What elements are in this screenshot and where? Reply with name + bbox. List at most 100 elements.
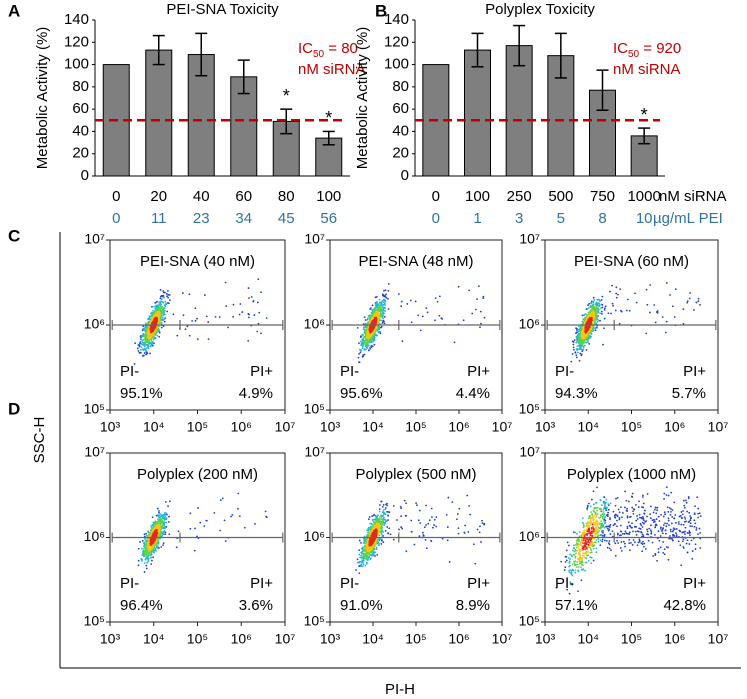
event-dot <box>167 293 170 296</box>
event-dot <box>386 504 389 507</box>
event-dot <box>600 299 603 301</box>
event-dot <box>140 343 143 345</box>
event-dot <box>626 525 629 528</box>
event-dot <box>138 344 141 347</box>
event-dot <box>451 501 454 504</box>
event-dot <box>218 316 221 318</box>
y-tick-label: 10⁵ <box>304 613 325 629</box>
event-dot <box>162 290 165 292</box>
event-dot <box>385 510 388 513</box>
event-dot <box>213 512 216 514</box>
event-dot <box>446 526 449 528</box>
event-dot <box>601 312 603 315</box>
y-tick-label: 10⁷ <box>304 231 325 247</box>
event-dot <box>367 529 370 532</box>
event-dot <box>140 338 142 340</box>
x-tick-label: 10⁶ <box>448 631 469 647</box>
event-dot <box>149 352 151 355</box>
event-dot <box>596 320 599 323</box>
event-dot <box>221 497 224 500</box>
event-dot <box>168 515 170 518</box>
event-dot <box>247 340 250 342</box>
significance-marker: * <box>325 108 332 128</box>
event-dot <box>371 525 374 528</box>
event-dot <box>144 338 147 341</box>
event-dot <box>638 527 641 530</box>
event-dot <box>581 314 584 317</box>
event-dot <box>164 515 167 518</box>
event-dot <box>435 525 438 528</box>
event-dot <box>606 527 609 530</box>
x-tick-label: 10⁵ <box>405 631 426 647</box>
event-dot <box>418 535 421 538</box>
event-dot <box>252 300 255 303</box>
event-dot <box>370 557 372 560</box>
y-tick-label: 10⁷ <box>84 231 105 247</box>
event-dot <box>359 340 362 343</box>
event-dot <box>367 314 370 317</box>
event-dot <box>379 504 381 506</box>
event-dot <box>383 524 385 527</box>
event-dot <box>191 320 194 322</box>
event-dot <box>392 538 395 541</box>
x-tick-label: 10⁴ <box>577 631 599 647</box>
event-dot <box>366 529 369 532</box>
event-dot <box>367 541 370 544</box>
event-dot <box>364 348 366 351</box>
event-dot <box>358 353 361 355</box>
event-dot <box>146 561 149 564</box>
event-dot <box>611 284 613 287</box>
event-dot <box>688 532 690 534</box>
event-dot <box>156 300 158 303</box>
event-dot <box>646 528 648 531</box>
event-dot <box>381 322 384 324</box>
event-dot <box>686 510 688 513</box>
event-dot <box>665 486 668 489</box>
density-cloud <box>137 492 268 573</box>
event-dot <box>230 515 232 518</box>
event-dot <box>644 548 647 550</box>
y-tick-label: 60 <box>72 100 89 117</box>
event-dot <box>672 539 674 542</box>
event-dot <box>224 540 227 543</box>
event-dot <box>479 326 481 329</box>
event-dot <box>205 315 208 318</box>
y-tick-label: 10⁷ <box>519 444 540 460</box>
event-dot <box>601 534 604 537</box>
event-dot <box>673 316 676 318</box>
ic50-unit: nM siRNA <box>298 61 366 78</box>
event-dot <box>624 542 626 545</box>
event-dot <box>668 507 671 509</box>
event-dot <box>362 559 365 562</box>
event-dot <box>430 507 433 510</box>
event-dot <box>383 295 386 298</box>
event-dot <box>371 345 374 348</box>
event-dot <box>649 517 652 520</box>
event-dot <box>382 541 385 544</box>
event-dot <box>239 303 242 305</box>
event-dot <box>168 533 171 536</box>
event-dot <box>693 309 695 311</box>
event-dot <box>164 309 166 312</box>
event-dot <box>689 292 692 294</box>
event-dot <box>671 305 674 308</box>
y-axis-label: Metabolic Activity (%) <box>354 27 371 170</box>
event-dot <box>205 519 208 522</box>
event-dot <box>576 345 579 348</box>
event-dot <box>646 493 649 495</box>
event-dot <box>657 547 660 550</box>
event-dot <box>376 515 378 518</box>
event-dot <box>417 519 420 522</box>
event-dot <box>612 304 614 307</box>
event-dot <box>664 522 666 525</box>
event-dot <box>611 302 614 305</box>
x-tick-label: 10⁷ <box>708 419 729 435</box>
event-dot <box>695 529 698 531</box>
category-unit: µg/mL PEI <box>653 210 723 227</box>
event-dot <box>640 531 643 534</box>
event-dot <box>182 314 185 316</box>
event-dot <box>248 297 250 299</box>
gate-percent: 5.7% <box>672 385 706 402</box>
event-dot <box>141 558 144 561</box>
event-dot <box>575 356 578 359</box>
